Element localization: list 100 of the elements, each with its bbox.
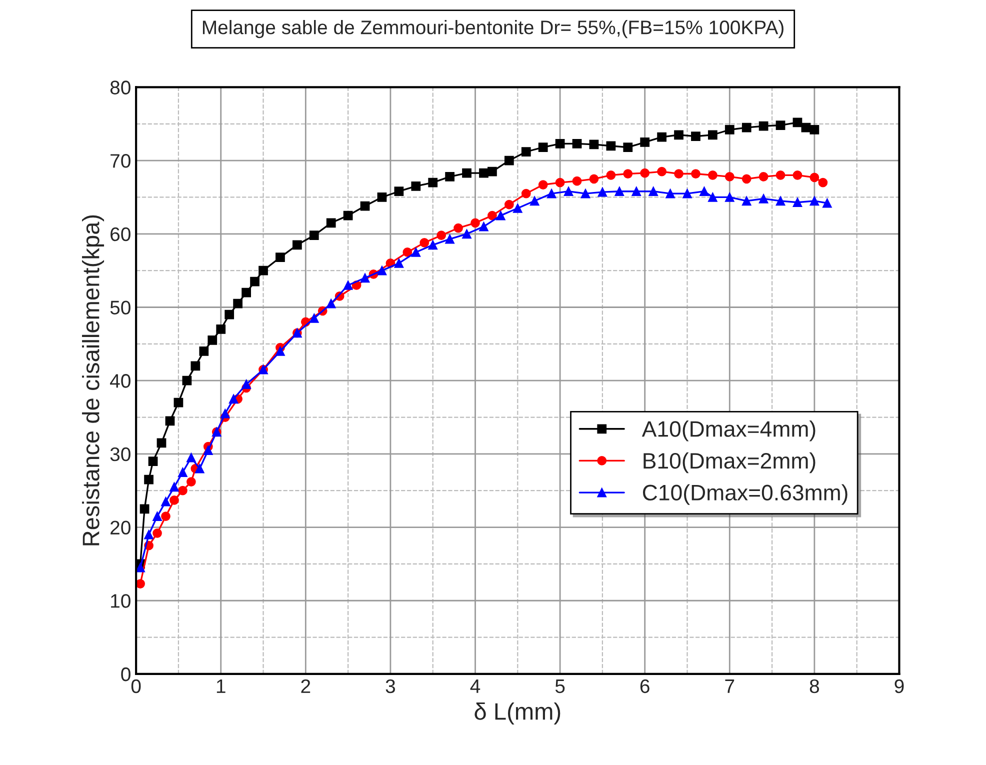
y-tick-label: 10: [111, 594, 130, 608]
point: [343, 280, 353, 290]
point: [161, 512, 170, 521]
point: [555, 178, 565, 188]
point: [546, 188, 556, 198]
point: [564, 186, 574, 196]
point: [454, 223, 463, 233]
point: [148, 456, 158, 466]
point: [674, 169, 684, 178]
point: [445, 172, 454, 182]
point: [233, 298, 243, 308]
point: [326, 218, 336, 228]
point: [700, 186, 709, 196]
point: [436, 230, 446, 240]
point: [203, 446, 213, 455]
legend-label: B10(Dmax=2mm): [644, 452, 816, 474]
point: [174, 398, 184, 408]
point: [691, 132, 700, 142]
point: [742, 122, 752, 132]
point: [530, 196, 540, 206]
point: [810, 196, 820, 206]
point: [657, 132, 666, 142]
point: [144, 530, 154, 540]
point: [538, 142, 548, 152]
y-tick-label: 40: [110, 374, 130, 388]
x-tick-label: 1: [216, 680, 226, 693]
point: [178, 486, 188, 496]
point: [224, 310, 234, 320]
point: [165, 416, 175, 426]
point: [190, 361, 200, 371]
point: [276, 252, 285, 262]
point: [666, 188, 675, 198]
point: [186, 452, 196, 462]
point: [152, 512, 162, 521]
point: [708, 170, 718, 180]
point: [258, 266, 268, 276]
point: [691, 169, 700, 178]
x-tick-label: 4: [470, 680, 480, 693]
point: [161, 496, 170, 506]
point: [792, 198, 802, 208]
point: [292, 240, 302, 250]
y-axis-title: Resistance de cisaillement(kpa): [82, 215, 104, 546]
point: [156, 438, 166, 448]
point: [479, 222, 488, 232]
point: [228, 394, 238, 404]
point: [512, 204, 522, 213]
point: [606, 170, 616, 180]
point: [580, 188, 590, 198]
x-tick-label: 5: [555, 680, 565, 694]
point: [572, 176, 582, 186]
point: [521, 188, 531, 198]
point: [152, 528, 162, 538]
point: [724, 172, 734, 182]
y-tick-label: 60: [110, 227, 130, 242]
point: [758, 121, 768, 131]
point: [792, 170, 802, 180]
point: [420, 238, 430, 248]
point: [640, 138, 650, 147]
point: [170, 482, 179, 492]
point: [758, 172, 768, 182]
point: [758, 194, 768, 204]
point: [640, 168, 650, 178]
point: [623, 169, 633, 178]
point: [199, 346, 209, 356]
point: [742, 196, 752, 206]
point: [326, 298, 336, 308]
legend-label: A10(Dmax=4mm): [642, 420, 816, 442]
point: [589, 174, 599, 184]
x-axis-title: δ L(mm): [474, 702, 560, 725]
point: [377, 266, 387, 276]
point: [606, 141, 616, 151]
point: [242, 288, 251, 298]
y-tick-label: 70: [110, 154, 130, 168]
point: [776, 196, 786, 206]
point: [488, 210, 497, 220]
y-tick-label: 30: [110, 447, 130, 462]
legend-label: C10(Dmax=0.63mm): [642, 484, 848, 505]
y-tick-label: 50: [110, 300, 130, 314]
point: [428, 178, 438, 188]
point: [708, 192, 718, 202]
point: [504, 200, 514, 210]
point: [555, 139, 565, 148]
point: [479, 168, 488, 178]
point: [521, 147, 531, 156]
point: [657, 166, 666, 176]
point: [445, 234, 454, 244]
point: [394, 258, 404, 268]
point: [538, 180, 548, 190]
point: [462, 229, 472, 239]
y-tick-label: 20: [110, 520, 130, 535]
point: [674, 130, 684, 140]
point: [136, 562, 145, 572]
point: [194, 464, 204, 474]
point: [186, 477, 196, 486]
point: [496, 210, 506, 220]
point: [682, 188, 692, 198]
point: [309, 314, 319, 323]
y-tick-label: 0: [121, 667, 130, 682]
point: [411, 182, 421, 191]
point: [822, 198, 832, 208]
